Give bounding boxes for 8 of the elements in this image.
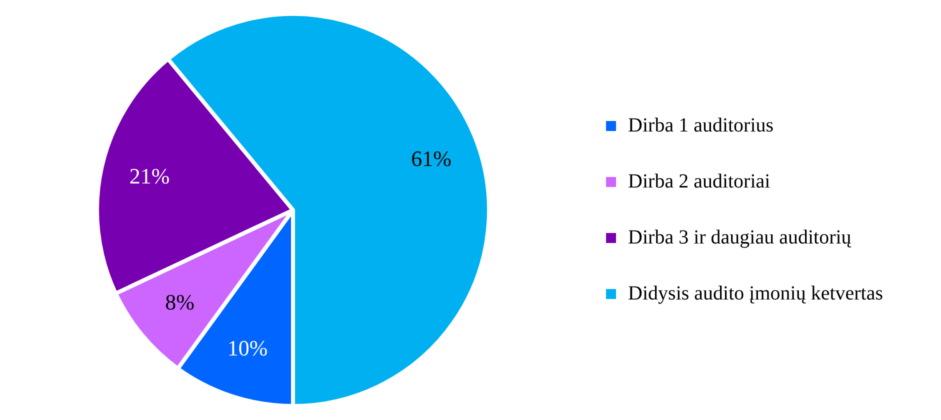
data-label: 10% bbox=[227, 336, 268, 361]
data-label: 21% bbox=[129, 164, 170, 189]
legend-label: Dirba 3 ir daugiau auditorių bbox=[628, 226, 852, 248]
legend-label: Dirba 2 auditoriai bbox=[628, 170, 771, 192]
data-label: 61% bbox=[411, 146, 452, 171]
legend-label: Dirba 1 auditorius bbox=[628, 114, 774, 136]
legend-label: Didysis audito įmonių ketvertas bbox=[628, 282, 884, 304]
data-label: 8% bbox=[165, 289, 194, 314]
